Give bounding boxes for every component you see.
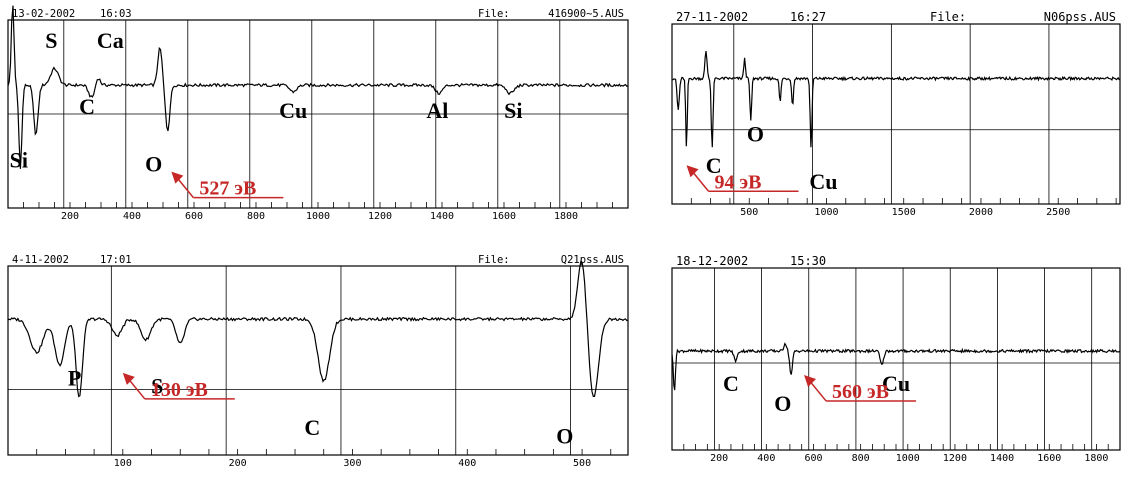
x-tick-label: 100 [114,458,132,469]
header-time: 17:01 [100,254,132,266]
element-label: O [747,122,764,147]
spectrum-panel-2: 27-11-2002 16:27 File: N06pss.AUS 500 1000 150… [671,10,1121,218]
header-file-name: N06pss.AUS [1044,10,1116,24]
x-tick-label: 400 [123,211,141,222]
arrow-head [686,165,699,178]
header-time: 16:03 [100,8,132,20]
element-label: Si [504,98,522,123]
element-label: S [45,28,57,53]
header-date: 13-02-2002 [12,8,75,20]
element-label: P [68,365,81,390]
x-tick-label: 200 [710,453,728,464]
element-label: Si [10,148,28,173]
header-file-label: File: [478,8,510,20]
arrow-head [804,374,817,387]
x-tick-label: 2000 [969,207,993,218]
element-label: O [774,391,791,416]
spectrum-trace [671,51,1121,148]
x-tick-label: 1600 [1037,453,1061,464]
x-tick-label: 800 [852,453,870,464]
spectrum-panel-4: 18-12-2002 15:30 200 400 600 800 1000 1200 1400 1… [671,254,1121,464]
header-date: 27-11-2002 [676,10,748,24]
spectrum-panel-1: 13-02-2002 16:03 File: 416900~5.AUS 200 400 60… [7,5,629,222]
header-time: 16:27 [790,10,826,24]
x-tick-label: 1800 [554,211,578,222]
element-label: O [556,423,573,448]
x-tick-label: 800 [247,211,265,222]
element-label: Cu [809,169,837,194]
energy-annotation: 130 эВ [122,372,235,401]
x-tick-label: 200 [229,458,247,469]
spectrum-panel-3: 4-11-2002 17:01 File: Q21pss.AUS 100 200 300 40… [7,254,629,469]
x-tick-label: 1500 [892,207,916,218]
x-tick-label: 1600 [492,211,516,222]
x-tick-label: 600 [185,211,203,222]
element-label: Cu [882,371,910,396]
element-label: C [79,94,95,119]
x-tick-label: 600 [804,453,822,464]
header-time: 15:30 [790,254,826,268]
arrow-head [122,372,135,385]
element-label: Al [426,98,448,123]
energy-label: 94 эВ [715,171,762,193]
header-file-label: File: [478,254,510,266]
x-tick-label: 1400 [990,453,1014,464]
x-tick-label: 300 [343,458,361,469]
x-tick-label: 1000 [896,453,920,464]
header-date: 18-12-2002 [676,254,748,268]
header-file-name: Q21pss.AUS [561,254,624,266]
spectrum-trace [671,342,1121,391]
energy-label: 130 эВ [151,379,208,401]
spectrum-trace [7,260,629,398]
spectrum-trace [7,5,629,169]
header-file-label: File: [930,10,966,24]
x-tick-label: 500 [740,207,758,218]
header-file-name: 416900~5.AUS [548,8,624,20]
energy-annotation: 94 эВ [686,165,799,193]
element-label: Cu [279,98,307,123]
plot-frame [671,23,1121,205]
x-tick-label: 200 [61,211,79,222]
element-label: C [706,153,722,178]
x-tick-label: 1000 [306,211,330,222]
element-label: Ca [97,28,124,53]
energy-annotation: 560 эВ [804,374,917,403]
plot-frame [7,265,629,456]
energy-label: 527 эВ [199,178,256,200]
element-label: S [151,374,163,399]
energy-annotation: 527 эВ [171,171,284,200]
x-tick-label: 1400 [430,211,454,222]
energy-label: 560 эВ [832,381,889,403]
x-tick-label: 500 [573,458,591,469]
x-tick-label: 1200 [943,453,967,464]
element-label: C [723,371,739,396]
x-tick-label: 2500 [1046,207,1070,218]
x-tick-label: 1200 [368,211,392,222]
x-tick-label: 1800 [1084,453,1108,464]
arrow-head [171,171,184,184]
element-label: O [145,152,162,177]
x-tick-label: 400 [458,458,476,469]
plot-frame [671,267,1121,451]
x-tick-label: 400 [757,453,775,464]
element-label: C [304,415,320,440]
x-tick-label: 1000 [814,207,838,218]
header-date: 4-11-2002 [12,254,69,266]
